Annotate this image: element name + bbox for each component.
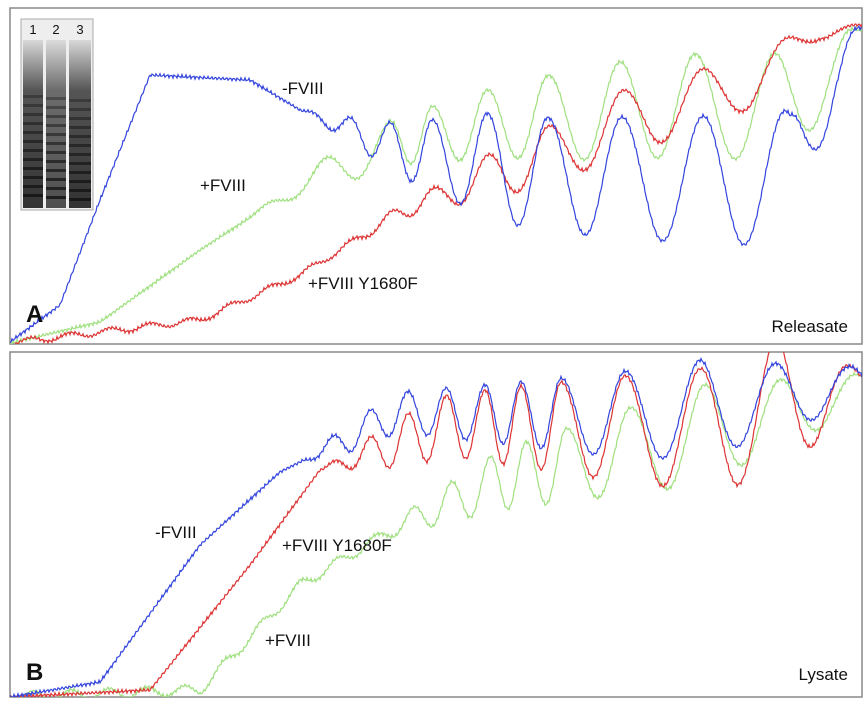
gel-lane — [23, 40, 43, 208]
gel-band — [46, 187, 66, 190]
gel-band — [46, 160, 66, 163]
panel-b-traces — [10, 352, 862, 697]
panel-a-traces — [10, 23, 862, 344]
gel-band — [69, 153, 91, 156]
trace-label: -FVIII — [282, 79, 324, 98]
panel-letter: B — [26, 659, 43, 686]
trace — [10, 25, 862, 344]
lane-label: 3 — [76, 22, 83, 37]
lane-label: 1 — [29, 22, 36, 37]
panel-b-frame — [9, 351, 863, 698]
lane-label: 2 — [52, 22, 59, 37]
gel-band — [69, 99, 91, 102]
trace — [18, 371, 862, 697]
gel-band — [23, 185, 43, 188]
gel-lane — [69, 40, 91, 208]
trace-label: +FVIII — [265, 631, 311, 650]
trace — [12, 23, 862, 344]
gel-band — [23, 167, 43, 170]
trace-label: +FVIII — [200, 176, 246, 195]
gel-lane — [46, 40, 66, 208]
gel-band — [69, 162, 91, 165]
gel-band — [46, 133, 66, 136]
gel-band — [69, 144, 91, 147]
gel-band — [46, 151, 66, 154]
gel-band — [23, 158, 43, 161]
gel-band — [46, 196, 66, 199]
gel-band — [23, 140, 43, 143]
panel-letter: A — [26, 301, 43, 328]
panel-caption: Releasate — [771, 317, 848, 336]
gel-band — [23, 104, 43, 107]
trace — [10, 24, 862, 344]
gel-band — [23, 95, 43, 98]
gel-band — [23, 194, 43, 197]
gel-band — [46, 142, 66, 145]
panel-caption: Lysate — [799, 665, 848, 684]
gel-band — [46, 124, 66, 127]
gel-band — [46, 178, 66, 181]
gel-band — [46, 106, 66, 109]
gel-band — [69, 189, 91, 192]
gel-band — [69, 135, 91, 138]
panel-a-frame — [9, 7, 863, 345]
gel-inset: 1 2 3 — [20, 18, 94, 211]
gel-band — [23, 149, 43, 152]
gel-band — [69, 198, 91, 201]
gel-band — [23, 122, 43, 125]
gel-band — [69, 126, 91, 129]
gel-band — [69, 117, 91, 120]
trace — [10, 352, 862, 697]
trace-label: -FVIII — [155, 523, 197, 542]
gel-band — [69, 180, 91, 183]
trace-label: +FVIII Y1680F — [308, 274, 418, 293]
trace — [10, 356, 862, 697]
gel-band — [46, 169, 66, 172]
gel-band — [69, 171, 91, 174]
gel-band — [46, 115, 66, 118]
gel-band — [23, 113, 43, 116]
gel-band — [46, 97, 66, 100]
gel-band — [23, 131, 43, 134]
trace-label: +FVIII Y1680F — [282, 536, 392, 555]
gel-band — [69, 108, 91, 111]
gel-band — [23, 176, 43, 179]
